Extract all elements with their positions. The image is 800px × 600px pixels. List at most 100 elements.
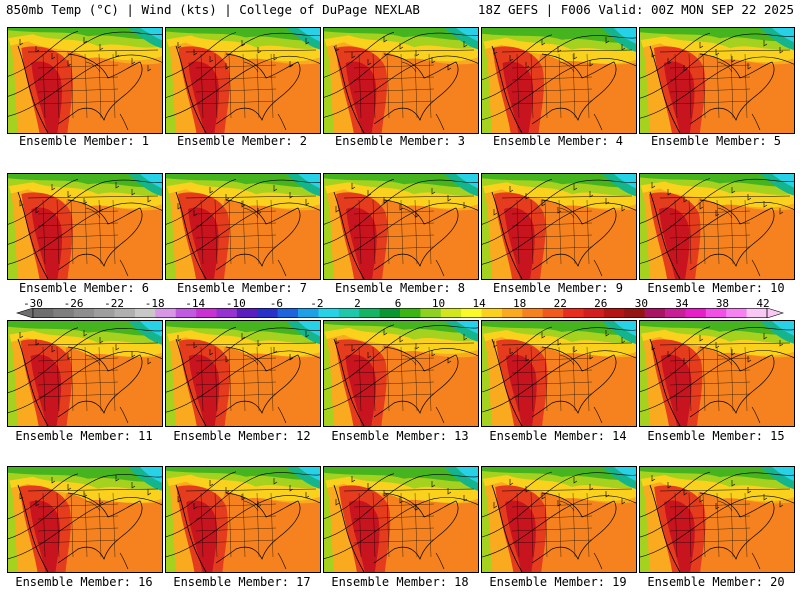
colorbar-swatch: [726, 308, 747, 318]
colorbar-tick-label: 26: [594, 297, 608, 310]
run-valid-time: 18Z GEFS | F006 Valid: 00Z MON SEP 22 20…: [477, 2, 794, 17]
colorbar-swatch: [522, 308, 544, 318]
temperature-map: [482, 28, 636, 133]
colorbar-swatch: [420, 308, 442, 318]
ensemble-map-panel: [481, 173, 637, 280]
ensemble-member-label: Ensemble Member: 3: [334, 134, 466, 148]
temperature-map: [8, 467, 162, 572]
colorbar-swatch: [563, 308, 584, 318]
colorbar-swatch: [155, 308, 177, 318]
colorbar-tick-label: -10: [225, 297, 246, 310]
colorbar-swatch: [298, 308, 319, 318]
ensemble-member-label: Ensemble Member: 9: [492, 281, 624, 295]
colorbar-tick-label: 22: [553, 297, 567, 310]
ensemble-member-label: Ensemble Member: 8: [334, 281, 466, 295]
temperature-map: [166, 174, 320, 279]
ensemble-map-panel: [7, 320, 163, 427]
ensemble-map-panel: [165, 27, 321, 134]
colorbar-tick-label: -6: [269, 297, 283, 310]
ensemble-member-label: Ensemble Member: 16: [15, 575, 153, 589]
colorbar-swatch: [114, 308, 136, 318]
colorbar-swatch: [73, 308, 95, 318]
ensemble-member-label: Ensemble Member: 2: [176, 134, 308, 148]
ensemble-member-label: Ensemble Member: 6: [18, 281, 150, 295]
temperature-colorbar: [15, 308, 785, 318]
colorbar-swatch: [277, 308, 299, 318]
colorbar-swatch: [542, 308, 564, 318]
colorbar-swatch: [603, 308, 625, 318]
ensemble-map-panel: [323, 466, 479, 573]
colorbar-swatch: [53, 308, 75, 318]
ensemble-member-label: Ensemble Member: 7: [176, 281, 308, 295]
ensemble-member-label: Ensemble Member: 13: [331, 429, 469, 443]
ensemble-member-label: Ensemble Member: 19: [489, 575, 627, 589]
temperature-map: [482, 174, 636, 279]
colorbar-swatch: [481, 308, 503, 318]
temperature-map: [640, 28, 794, 133]
colorbar-tick-label: -22: [104, 297, 125, 310]
colorbar-tick-label: 34: [675, 297, 689, 310]
ensemble-member-label: Ensemble Member: 11: [15, 429, 153, 443]
temperature-map: [640, 174, 794, 279]
colorbar-swatch: [134, 308, 156, 318]
colorbar-max-arrow: [766, 308, 785, 318]
ensemble-member-label: Ensemble Member: 10: [647, 281, 785, 295]
ensemble-member-label: Ensemble Member: 17: [173, 575, 311, 589]
ensemble-member-label: Ensemble Member: 4: [492, 134, 624, 148]
colorbar-swatch: [400, 308, 421, 318]
temperature-map: [324, 28, 478, 133]
colorbar-tick-label: 6: [394, 297, 402, 310]
colorbar-tick-label: -2: [310, 297, 324, 310]
ensemble-map-panel: [165, 173, 321, 280]
ensemble-member-label: Ensemble Member: 18: [331, 575, 469, 589]
temperature-map: [324, 321, 478, 426]
colorbar-tick-label: 30: [634, 297, 648, 310]
colorbar-swatch: [583, 308, 605, 318]
colorbar-swatch: [318, 308, 340, 318]
colorbar-swatch: [644, 308, 666, 318]
ensemble-map-panel: [323, 173, 479, 280]
ensemble-map-panel: [481, 320, 637, 427]
colorbar-swatch: [257, 308, 278, 318]
ensemble-map-panel: [7, 27, 163, 134]
temperature-map: [324, 174, 478, 279]
colorbar-tick-label: -26: [63, 297, 84, 310]
ensemble-member-label: Ensemble Member: 20: [647, 575, 785, 589]
ensemble-map-panel: [165, 466, 321, 573]
colorbar-swatch: [461, 308, 482, 318]
colorbar-swatch: [33, 308, 54, 318]
colorbar-outline: [32, 308, 768, 318]
ensemble-map-panel: [639, 320, 795, 427]
colorbar-tick-label: 38: [715, 297, 730, 310]
colorbar-swatch: [359, 308, 380, 318]
colorbar-swatch: [685, 308, 707, 318]
ensemble-map-panel: [481, 27, 637, 134]
colorbar-tick-label: 18: [513, 297, 527, 310]
map-title: 850mb Temp (°C) | Wind (kts) | College o…: [6, 2, 420, 17]
colorbar-swatch: [338, 308, 360, 318]
ensemble-map-panel: [7, 173, 163, 280]
colorbar-swatch: [216, 308, 238, 318]
temperature-map: [8, 28, 162, 133]
temperature-map: [482, 321, 636, 426]
temperature-map: [640, 321, 794, 426]
colorbar-labels: -30 -26 -22 -18 -14 -10 -6 -2 2 6 10 14 18 22 26 30 34 38…: [0, 297, 800, 310]
ensemble-member-label: Ensemble Member: 5: [650, 134, 782, 148]
ensemble-map-panel: [481, 466, 637, 573]
ensemble-map-panel: [165, 320, 321, 427]
ensemble-map-panel: [323, 320, 479, 427]
colorbar-swatch: [94, 308, 115, 318]
colorbar-swatch: [236, 308, 258, 318]
colorbar-tick-label: -30: [23, 297, 43, 310]
colorbar-swatch: [746, 308, 768, 318]
colorbar-swatch: [665, 308, 686, 318]
colorbar-tick-label: 14: [472, 297, 486, 310]
colorbar-tick-label: 2: [354, 297, 361, 310]
colorbar-swatch: [624, 308, 645, 318]
ensemble-map-panel: [639, 466, 795, 573]
ensemble-member-label: Ensemble Member: 15: [647, 429, 785, 443]
temperature-map: [166, 467, 320, 572]
colorbar-tick-label: 42: [756, 297, 770, 310]
colorbar-swatch: [379, 308, 401, 318]
colorbar-swatch: [501, 308, 523, 318]
